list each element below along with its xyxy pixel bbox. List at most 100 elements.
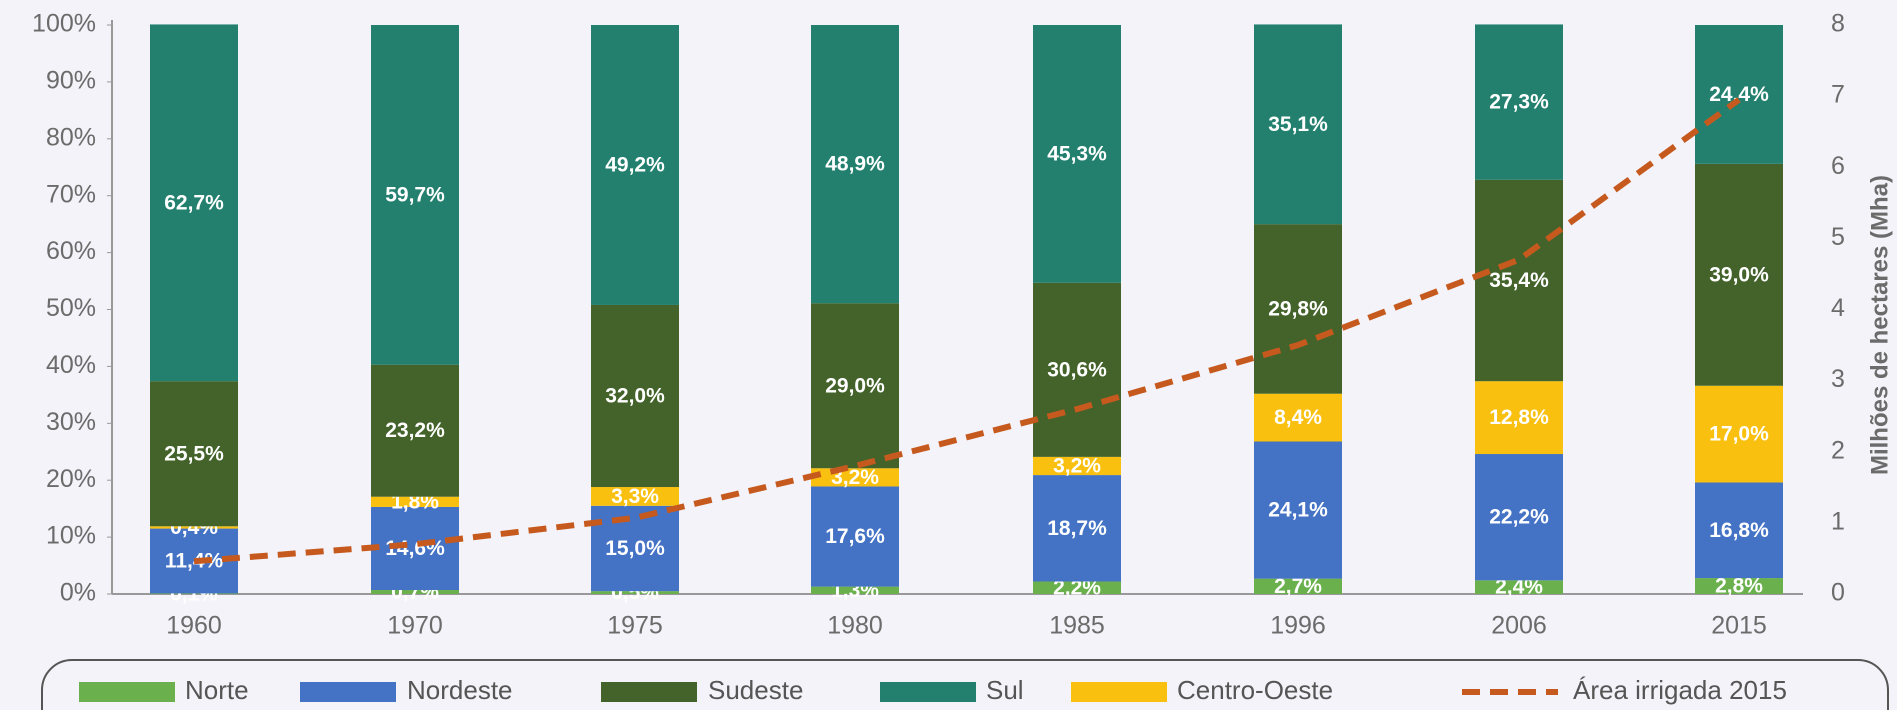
bar-segment — [371, 496, 459, 507]
value-label: 49,2% — [605, 154, 665, 177]
y2-tick-label: 1 — [1831, 507, 1845, 535]
value-label: 62,7% — [164, 191, 224, 214]
y-tick-label: 60% — [46, 237, 96, 265]
legend-label: Sul — [986, 675, 1024, 705]
x-tick-label: 1975 — [607, 612, 663, 640]
value-label: 2,8% — [1715, 575, 1763, 598]
bar-segment — [591, 25, 679, 305]
bar-segment — [591, 304, 679, 488]
value-label: 3,3% — [611, 485, 659, 508]
bar-segment — [1254, 224, 1342, 394]
value-label: 29,8% — [1268, 297, 1328, 320]
bar-segment — [1475, 454, 1563, 581]
bar-segment — [371, 25, 459, 365]
bar-segment — [1475, 580, 1563, 594]
value-label: 30,6% — [1047, 358, 1107, 381]
y2-tick-label: 2 — [1831, 436, 1845, 464]
value-label: 59,7% — [385, 183, 445, 206]
y-tick-label: 40% — [46, 351, 96, 379]
bar-segment — [1695, 482, 1783, 579]
y-tick-label: 90% — [46, 67, 96, 95]
value-label: 25,5% — [164, 442, 224, 465]
bar-segment — [1695, 578, 1783, 594]
bar-segment — [371, 364, 459, 497]
y-tick-label: 70% — [46, 180, 96, 208]
legend-swatch — [79, 682, 175, 702]
y2-tick-label: 8 — [1831, 10, 1845, 38]
value-label: 35,1% — [1268, 113, 1328, 136]
bar-segment — [1475, 24, 1563, 180]
bar-segment — [811, 303, 899, 469]
bar-segment — [1254, 393, 1342, 442]
value-label: 17,0% — [1709, 423, 1769, 446]
bar-segment — [1033, 581, 1121, 594]
bar-segment — [371, 590, 459, 594]
value-label: 39,0% — [1709, 263, 1769, 286]
y2-tick-label: 0 — [1831, 579, 1845, 607]
bar-segment — [591, 487, 679, 506]
legend-swatch — [300, 682, 396, 702]
value-label: 17,6% — [825, 525, 885, 548]
x-tick-label: 1985 — [1049, 612, 1105, 640]
bar-segment — [371, 506, 459, 591]
legend-label: Área irrigada 2015 — [1573, 675, 1787, 705]
y-tick-label: 100% — [32, 10, 96, 38]
y2-tick-label: 3 — [1831, 365, 1845, 393]
y2-tick-label: 7 — [1831, 81, 1845, 109]
legend-label: Nordeste — [407, 675, 513, 705]
value-label: 24,4% — [1709, 83, 1769, 106]
y-tick-label: 10% — [46, 522, 96, 550]
value-label: 18,7% — [1047, 517, 1107, 540]
value-label: 15,0% — [605, 537, 665, 560]
bar-segment — [811, 586, 899, 594]
x-tick-label: 2015 — [1711, 612, 1767, 640]
bar-segment — [1254, 24, 1342, 225]
x-tick-label: 1996 — [1270, 612, 1326, 640]
value-label: 48,9% — [825, 153, 885, 176]
bar-segment — [591, 591, 679, 594]
line-series — [193, 97, 1741, 565]
bar-segment — [1033, 475, 1121, 582]
y2-tick-label: 6 — [1831, 152, 1845, 180]
value-label: 2,7% — [1274, 575, 1322, 598]
legend-swatch — [601, 682, 697, 702]
value-label: 29,0% — [825, 374, 885, 397]
bar-segment — [150, 526, 238, 529]
bar-segment — [150, 24, 238, 382]
legend-label: Norte — [185, 675, 249, 705]
y2-tick-label: 4 — [1831, 294, 1845, 322]
value-label: 2,2% — [1053, 576, 1101, 599]
legend-box — [41, 659, 1889, 710]
value-label: 45,3% — [1047, 142, 1107, 165]
bar-segment — [1475, 381, 1563, 455]
x-tick-label: 2006 — [1491, 612, 1547, 640]
bar-segment — [1475, 179, 1563, 382]
bar-segment — [150, 593, 238, 594]
bar-segment — [811, 25, 899, 304]
value-label: 35,4% — [1489, 269, 1549, 292]
bar-segment — [1033, 282, 1121, 457]
value-label: 23,2% — [385, 419, 445, 442]
y2-axis-title: Milhões de hectares (Mha) — [1866, 175, 1893, 475]
bar-segment — [1695, 25, 1783, 164]
legend-label: Centro-Oeste — [1177, 675, 1333, 705]
value-label: 2,4% — [1495, 576, 1543, 599]
value-label: 24,1% — [1268, 499, 1328, 522]
value-label: 16,8% — [1709, 519, 1769, 542]
x-tick-label: 1970 — [387, 612, 443, 640]
value-label: 32,0% — [605, 385, 665, 408]
bar-segment — [1033, 456, 1121, 476]
y-tick-label: 50% — [46, 294, 96, 322]
bar-segment — [1254, 441, 1342, 579]
bar-segment — [1695, 385, 1783, 483]
y2-tick-label: 5 — [1831, 223, 1845, 251]
bar-segment — [1033, 25, 1121, 283]
y-tick-label: 30% — [46, 408, 96, 436]
bar-segment — [1254, 578, 1342, 594]
value-label: 22,2% — [1489, 506, 1549, 529]
bar-segment — [591, 505, 679, 592]
legend-label: Sudeste — [708, 675, 803, 705]
bar-segment — [811, 486, 899, 587]
